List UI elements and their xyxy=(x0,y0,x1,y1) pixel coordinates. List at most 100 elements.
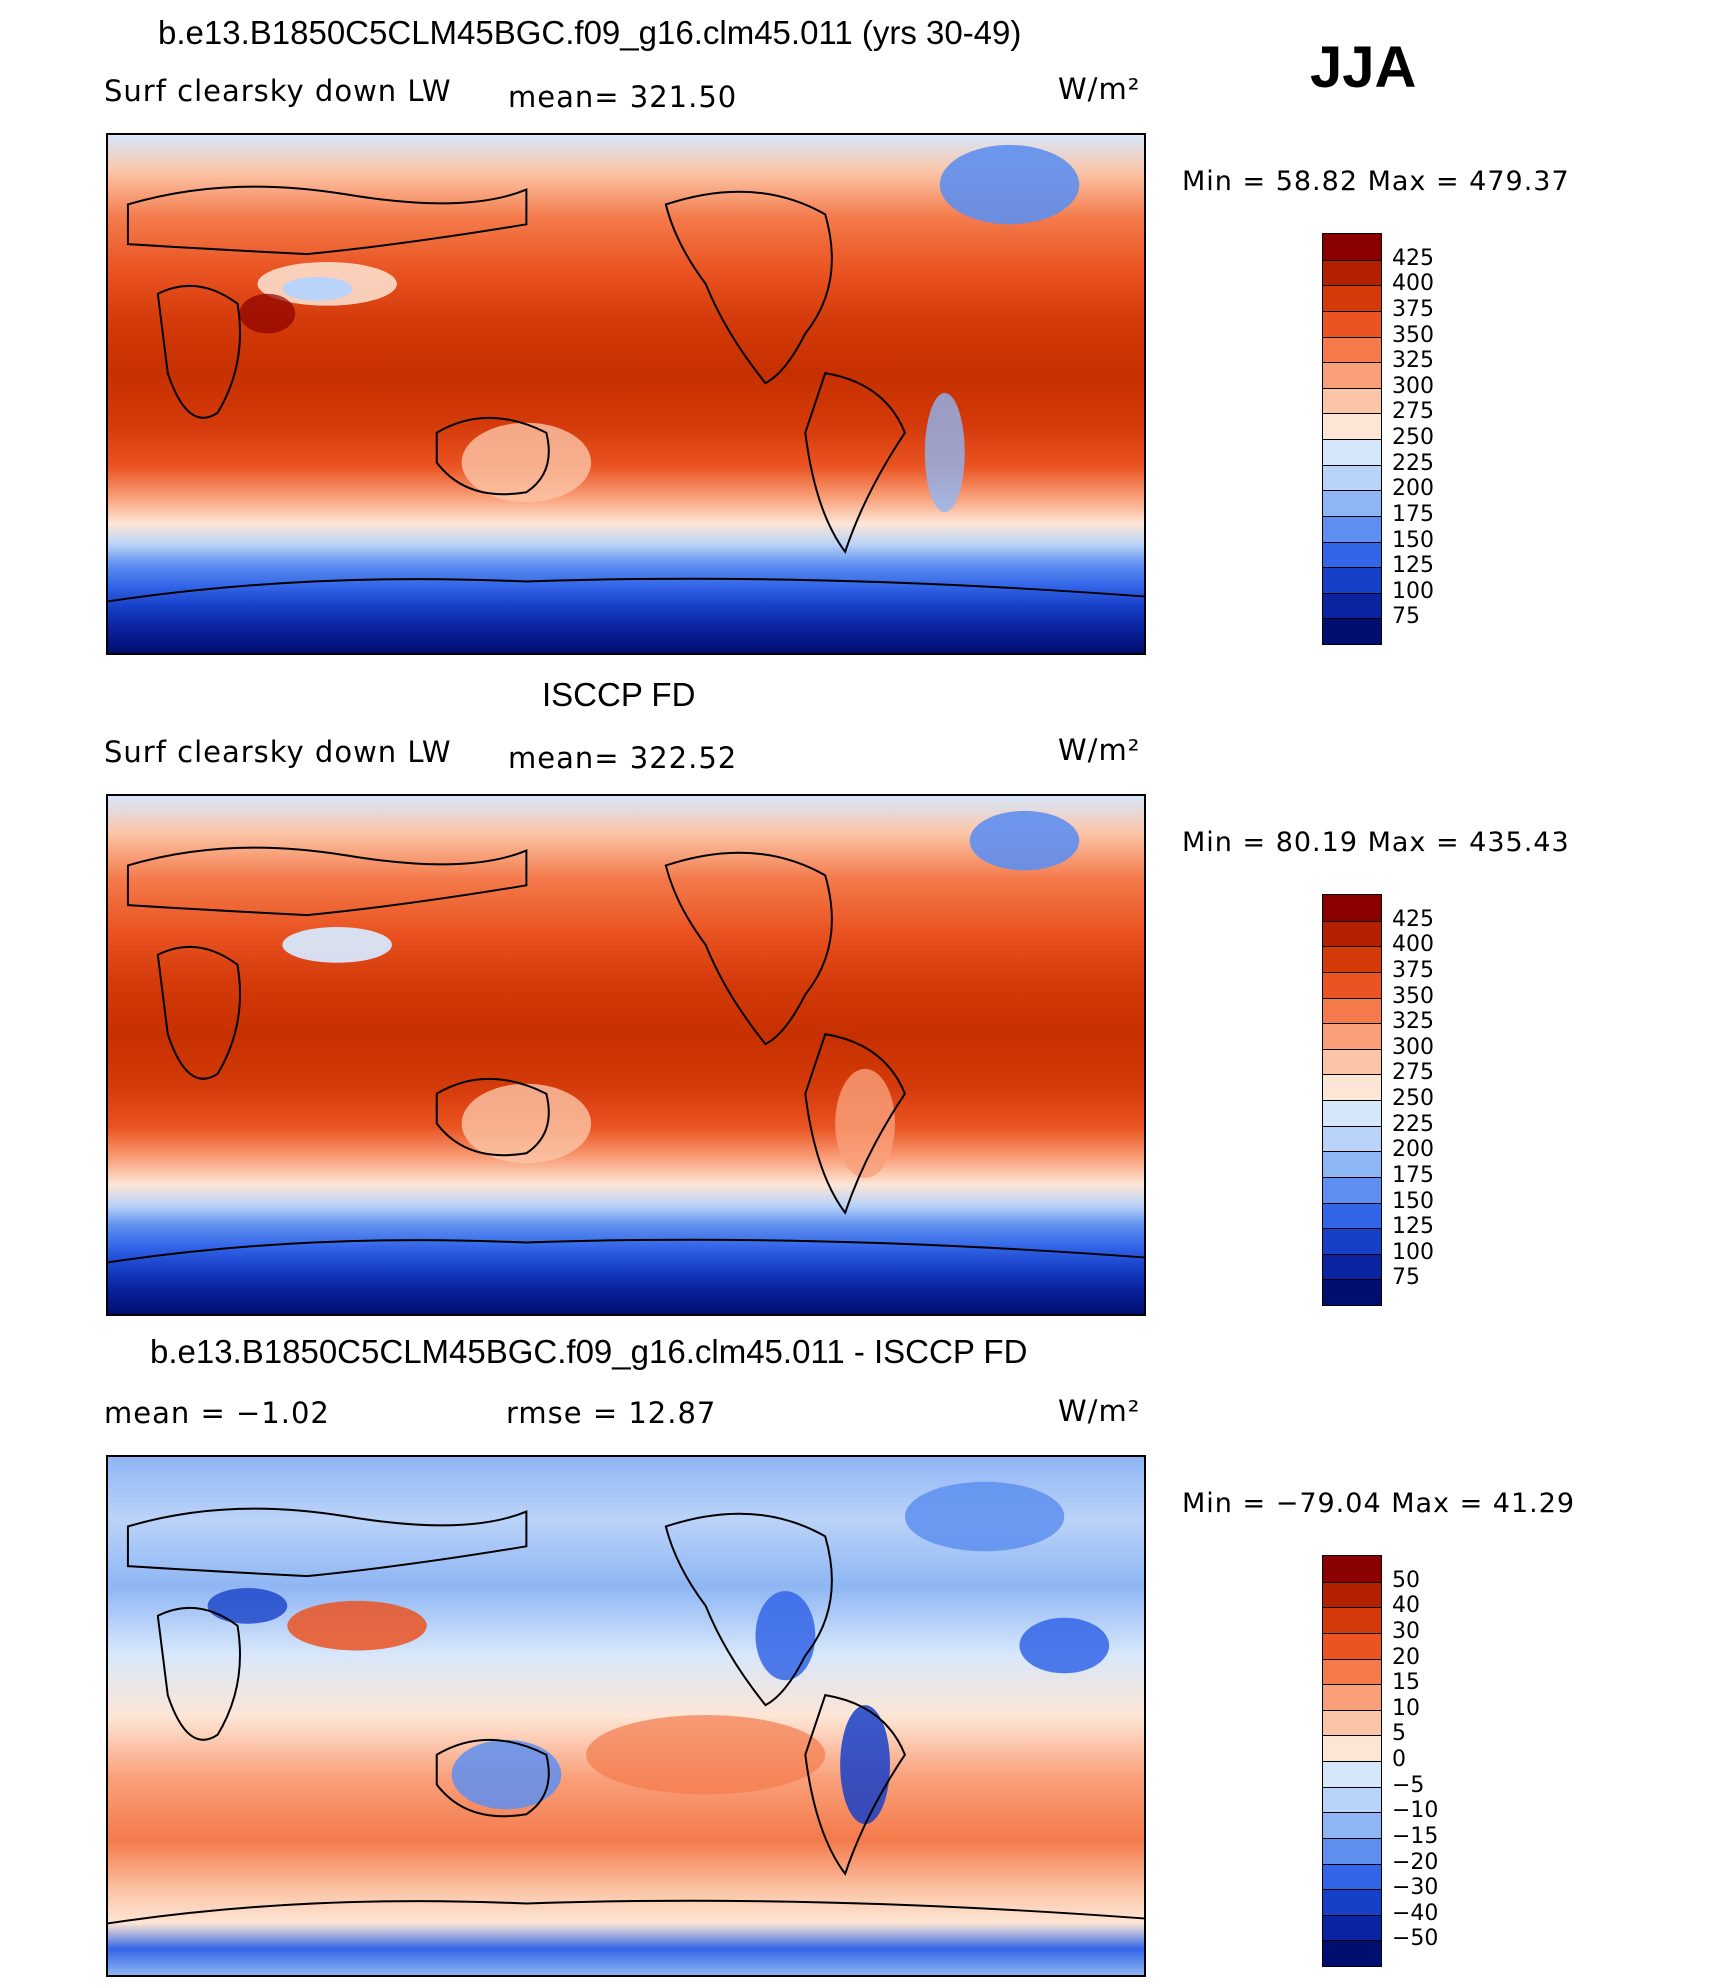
colorbar-tick-label: 150 xyxy=(1392,1188,1434,1214)
colorbar-swatch xyxy=(1323,1684,1381,1710)
colorbar-tick-label: 250 xyxy=(1392,425,1434,450)
colorbar-tick-label: −40 xyxy=(1392,1900,1439,1926)
colorbar-swatch xyxy=(1323,1761,1381,1787)
colorbar-tick-label: 40 xyxy=(1392,1593,1420,1619)
colorbar-swatch xyxy=(1323,1556,1381,1582)
panel1-units: W/m² xyxy=(1058,72,1141,106)
colorbar-swatch xyxy=(1323,362,1381,388)
panel2-minmax: Min = 80.19 Max = 435.43 xyxy=(1182,827,1570,858)
colorbar-swatch xyxy=(1323,234,1381,260)
colorbar-swatch xyxy=(1323,515,1381,542)
colorbar-swatch xyxy=(1323,1581,1381,1608)
panel2-units: W/m² xyxy=(1058,733,1141,767)
panel2-variable-label: Surf clearsky down LW xyxy=(104,735,452,769)
colorbar-swatch xyxy=(1323,1607,1381,1633)
colorbar-swatch xyxy=(1323,1279,1381,1305)
colorbar-swatch xyxy=(1323,895,1381,921)
colorbar-tick-label: 425 xyxy=(1392,906,1434,932)
colorbar-swatch xyxy=(1323,920,1381,947)
panel2-map xyxy=(106,794,1146,1316)
colorbar-tick-label: 275 xyxy=(1392,1060,1434,1086)
colorbar-swatch xyxy=(1323,1786,1381,1813)
colorbar-tick-label: 175 xyxy=(1392,501,1434,527)
colorbar-swatch xyxy=(1323,1228,1381,1254)
colorbar-tick-label: 200 xyxy=(1392,476,1434,502)
colorbar-tick-label: −10 xyxy=(1392,1798,1439,1824)
colorbar-tick-label: 250 xyxy=(1392,1086,1434,1111)
colorbar-swatch xyxy=(1323,439,1381,465)
panel3-minmax: Min = −79.04 Max = 41.29 xyxy=(1182,1488,1576,1519)
panel3-map xyxy=(106,1455,1146,1977)
colorbar-swatch xyxy=(1323,1202,1381,1229)
panel3-rmse-label: rmse = 12.87 xyxy=(506,1396,717,1430)
panel2-title: ISCCP FD xyxy=(542,676,696,713)
panel1-title: b.e13.B1850C5CLM45BGC.f09_g16.clm45.011 … xyxy=(158,14,1022,51)
colorbar-swatch xyxy=(1323,464,1381,491)
colorbar-tick-label: −5 xyxy=(1392,1772,1425,1798)
panel2-mean-label: mean= 322.52 xyxy=(508,741,738,775)
season-label: JJA xyxy=(1310,35,1417,100)
colorbar-tick-label: 75 xyxy=(1392,604,1420,630)
colorbar-swatch xyxy=(1323,997,1381,1024)
colorbar-swatch xyxy=(1323,1074,1381,1100)
colorbar-tick-label: 350 xyxy=(1392,322,1434,348)
colorbar-tick-label: 10 xyxy=(1392,1695,1420,1721)
colorbar-tick-label: 15 xyxy=(1392,1670,1420,1696)
colorbar-swatch xyxy=(1323,1914,1381,1941)
colorbar-swatch xyxy=(1323,618,1381,644)
colorbar-swatch xyxy=(1323,1658,1381,1685)
colorbar-tick-label: 75 xyxy=(1392,1265,1420,1291)
colorbar-tick-label: 300 xyxy=(1392,373,1434,399)
colorbar-tick-label: 200 xyxy=(1392,1137,1434,1163)
colorbar-tick-label: −15 xyxy=(1392,1823,1439,1849)
colorbar-tick-label: 400 xyxy=(1392,271,1434,297)
colorbar-swatch xyxy=(1323,567,1381,593)
colorbar-tick-label: 100 xyxy=(1392,1239,1434,1265)
panel1-map xyxy=(106,133,1146,655)
colorbar-tick-label: −50 xyxy=(1392,1926,1439,1952)
panel1-mean-label: mean= 321.50 xyxy=(508,80,738,114)
panel1-minmax: Min = 58.82 Max = 479.37 xyxy=(1182,166,1570,197)
colorbar-tick-label: 150 xyxy=(1392,527,1434,553)
colorbar-tick-label: 375 xyxy=(1392,957,1434,983)
colorbar-swatch xyxy=(1323,285,1381,311)
panel3-mean-label: mean = −1.02 xyxy=(104,1396,330,1430)
colorbar-swatch xyxy=(1323,1100,1381,1126)
colorbar-tick-label: 125 xyxy=(1392,1214,1434,1240)
colorbar-tick-label: 125 xyxy=(1392,553,1434,579)
colorbar-tick-label: 5 xyxy=(1392,1721,1406,1747)
colorbar-tick-label: −20 xyxy=(1392,1849,1439,1875)
panel3-map-field xyxy=(108,1457,1144,1975)
colorbar-swatch xyxy=(1323,1812,1381,1838)
colorbar-swatch xyxy=(1323,413,1381,439)
colorbar-tick-label: 425 xyxy=(1392,245,1434,271)
panel3-title: b.e13.B1850C5CLM45BGC.f09_g16.clm45.011 … xyxy=(150,1333,1028,1370)
colorbar-swatch xyxy=(1323,490,1381,516)
panel3-colorbar xyxy=(1322,1555,1382,1967)
colorbar-tick-label: 400 xyxy=(1392,932,1434,958)
colorbar-swatch xyxy=(1323,946,1381,972)
colorbar-swatch xyxy=(1323,1151,1381,1177)
colorbar-swatch xyxy=(1323,1863,1381,1890)
colorbar-swatch xyxy=(1323,259,1381,286)
panel2-map-field xyxy=(108,796,1144,1314)
panel2-colorbar xyxy=(1322,894,1382,1306)
colorbar-swatch xyxy=(1323,1125,1381,1152)
colorbar-swatch xyxy=(1323,336,1381,363)
colorbar-tick-label: 30 xyxy=(1392,1618,1420,1644)
colorbar-swatch xyxy=(1323,541,1381,568)
panel1-variable-label: Surf clearsky down LW xyxy=(104,74,452,108)
colorbar-swatch xyxy=(1323,1176,1381,1203)
colorbar-tick-label: 300 xyxy=(1392,1034,1434,1060)
colorbar-tick-label: 175 xyxy=(1392,1162,1434,1188)
colorbar-swatch xyxy=(1323,1940,1381,1966)
colorbar-swatch xyxy=(1323,1735,1381,1761)
colorbar-swatch xyxy=(1323,1709,1381,1736)
colorbar-swatch xyxy=(1323,1889,1381,1915)
colorbar-tick-label: 0 xyxy=(1392,1747,1406,1772)
colorbar-tick-label: 325 xyxy=(1392,1009,1434,1035)
colorbar-swatch xyxy=(1323,310,1381,337)
colorbar-tick-label: 275 xyxy=(1392,399,1434,425)
colorbar-swatch xyxy=(1323,1253,1381,1280)
panel1-colorbar xyxy=(1322,233,1382,645)
